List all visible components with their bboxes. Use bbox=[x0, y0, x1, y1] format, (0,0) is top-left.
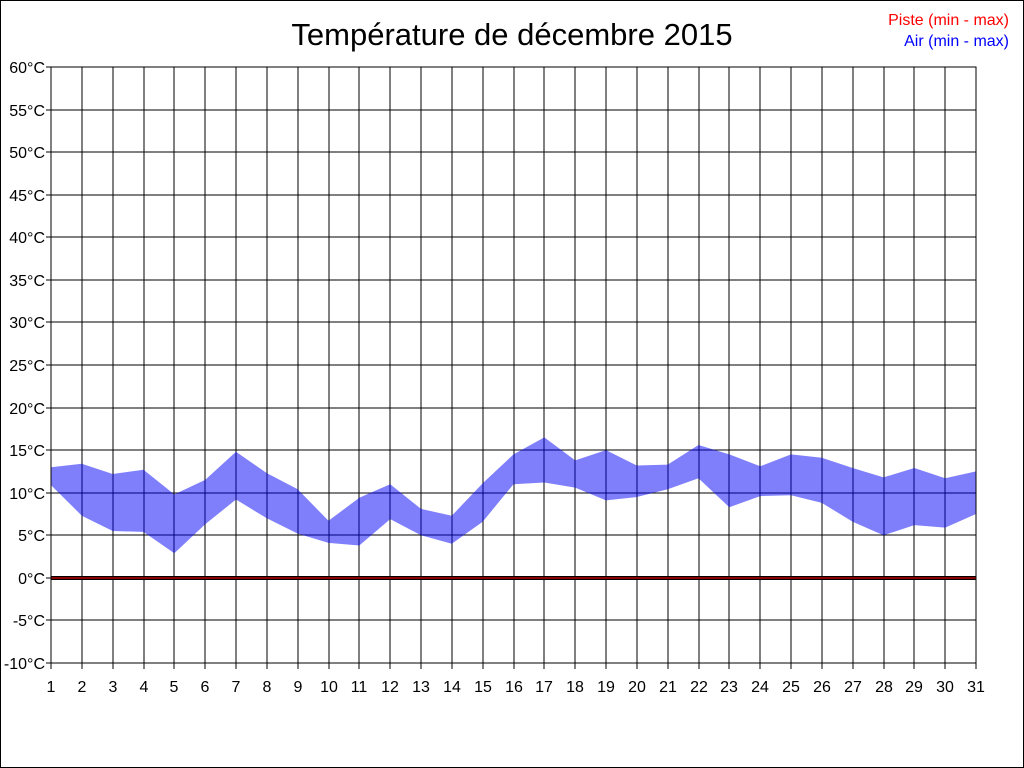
x-axis-tick-label: 2 bbox=[78, 679, 87, 696]
x-axis-tick-label: 15 bbox=[474, 679, 492, 696]
x-axis-tick-label: 28 bbox=[875, 679, 893, 696]
y-axis-tick-label: -5°C bbox=[13, 613, 45, 630]
y-axis-tick-label: 0°C bbox=[18, 571, 45, 588]
y-axis-tick-label: 60°C bbox=[9, 60, 45, 77]
x-axis-tick-label: 31 bbox=[967, 679, 985, 696]
x-axis-tick-label: 19 bbox=[597, 679, 615, 696]
x-axis-tick-label: 7 bbox=[232, 679, 241, 696]
x-axis-tick-label: 30 bbox=[936, 679, 954, 696]
x-axis-tick-label: 6 bbox=[201, 679, 210, 696]
y-axis-tick-label: 5°C bbox=[18, 528, 45, 545]
y-axis-tick-label: 35°C bbox=[9, 273, 45, 290]
y-axis-tick-label: 55°C bbox=[9, 103, 45, 120]
x-axis-tick-label: 10 bbox=[320, 679, 338, 696]
x-axis-tick-label: 9 bbox=[294, 679, 303, 696]
plot-border bbox=[50, 66, 977, 664]
x-axis-tick-label: 24 bbox=[751, 679, 769, 696]
x-axis-tick-label: 26 bbox=[813, 679, 831, 696]
y-axis-tick-label: 50°C bbox=[9, 145, 45, 162]
grid bbox=[50, 66, 977, 664]
x-axis-labels: 1 2 3 4 5 6 7 8 9 10 11 12 13 14 15 16 17 18 19 20 21 22 23 24 2… bbox=[47, 679, 985, 696]
y-axis-tick-label: 25°C bbox=[9, 358, 45, 375]
x-axis-tick-label: 8 bbox=[263, 679, 272, 696]
y-axis-tick-label: 30°C bbox=[9, 315, 45, 332]
x-axis-tick-label: 12 bbox=[381, 679, 399, 696]
y-axis-tick-label: 15°C bbox=[9, 443, 45, 460]
legend-item-air: Air (min - max) bbox=[904, 33, 1009, 50]
y-axis-tick-label: 40°C bbox=[9, 230, 45, 247]
y-axis-tick-label: 10°C bbox=[9, 486, 45, 503]
chart-title: Température de décembre 2015 bbox=[291, 17, 733, 52]
x-axis-tick-label: 5 bbox=[170, 679, 179, 696]
x-axis-tick-label: 18 bbox=[566, 679, 584, 696]
x-axis-tick-label: 16 bbox=[505, 679, 523, 696]
y-axis-labels: 60°C 55°C 50°C 45°C 40°C 35°C 30°C 25°C 20°C 15°C… bbox=[4, 60, 45, 673]
y-axis-tick-label: 20°C bbox=[9, 401, 45, 418]
x-axis-tick-label: 14 bbox=[443, 679, 461, 696]
legend: Piste (min - max) Air (min - max) bbox=[888, 10, 1009, 52]
x-axis-tick-label: 29 bbox=[905, 679, 923, 696]
x-axis-tick-label: 22 bbox=[690, 679, 708, 696]
x-axis-tick-label: 4 bbox=[140, 679, 149, 696]
y-axis-tick-label: 45°C bbox=[9, 188, 45, 205]
x-axis-tick-label: 3 bbox=[109, 679, 118, 696]
x-axis-tick-label: 23 bbox=[720, 679, 738, 696]
x-axis-tick-label: 25 bbox=[782, 679, 800, 696]
x-axis-tick-label: 11 bbox=[351, 679, 368, 696]
legend-item-piste: Piste (min - max) bbox=[888, 12, 1009, 29]
x-axis-tick-label: 27 bbox=[844, 679, 862, 696]
air-band bbox=[51, 437, 976, 554]
x-axis-tick-label: 17 bbox=[535, 679, 553, 696]
x-axis-tick-label: 1 bbox=[47, 679, 56, 696]
x-axis-tick-label: 13 bbox=[412, 679, 430, 696]
x-axis-tick-label: 21 bbox=[659, 679, 677, 696]
y-axis-tick-label: -10°C bbox=[4, 656, 45, 673]
x-axis-tick-label: 20 bbox=[628, 679, 646, 696]
axis-ticks bbox=[46, 66, 977, 669]
